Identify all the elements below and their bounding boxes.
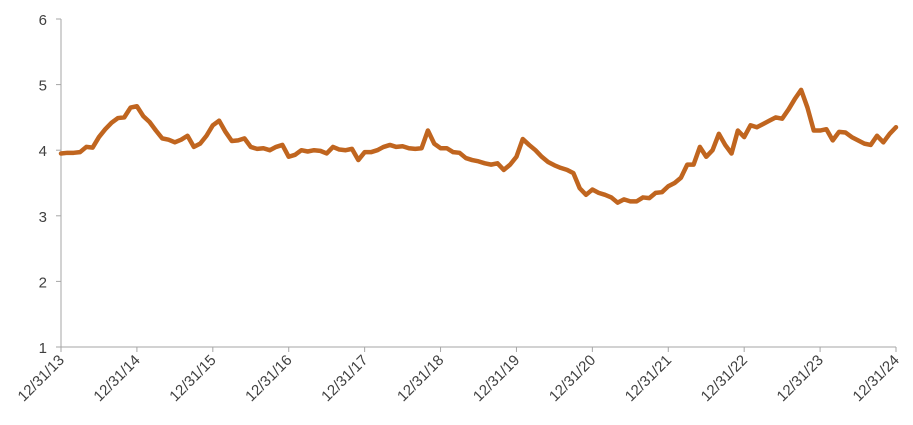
- x-tick-label: 12/31/17: [318, 352, 371, 405]
- y-tick-label: 6: [39, 12, 47, 29]
- x-tick-label: 12/31/14: [90, 352, 143, 405]
- y-tick-label: 2: [39, 274, 47, 291]
- y-tick-label: 4: [39, 143, 47, 160]
- x-tick-label: 12/31/15: [166, 352, 219, 405]
- x-tick-label: 12/31/19: [470, 352, 523, 405]
- x-tick-label: 12/31/16: [242, 352, 295, 405]
- x-tick-label: 12/31/18: [394, 352, 447, 405]
- x-tick-label: 12/31/24: [850, 352, 903, 405]
- x-tick-label: 12/31/20: [546, 352, 599, 405]
- x-tick-label: 12/31/21: [622, 352, 675, 405]
- x-tick-label: 12/31/23: [774, 352, 827, 405]
- line-series: [58, 87, 899, 205]
- x-tick-label: 12/31/22: [698, 352, 751, 405]
- y-tick-label: 5: [39, 78, 47, 95]
- y-tick-label: 1: [39, 340, 47, 357]
- x-tick-label: 12/31/13: [15, 352, 68, 405]
- y-tick-label: 3: [39, 209, 47, 226]
